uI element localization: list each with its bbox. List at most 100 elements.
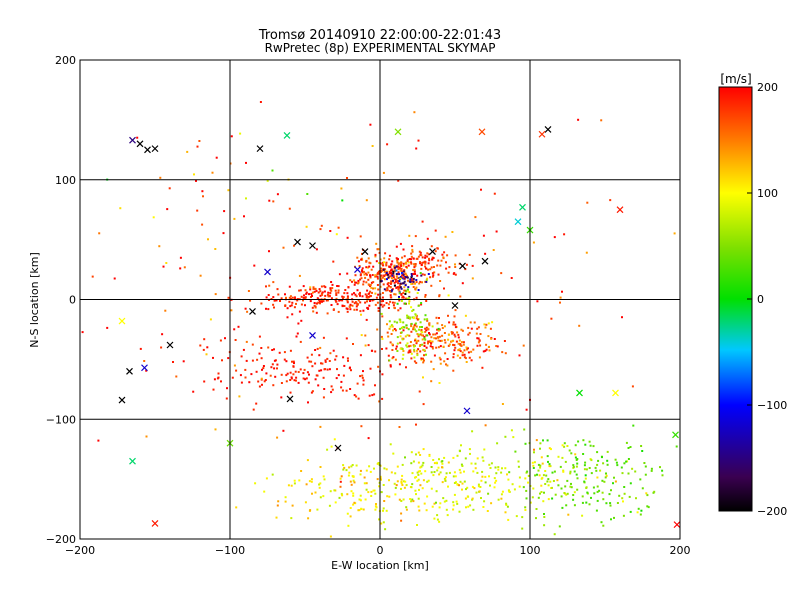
data-point: [564, 460, 567, 463]
data-point: [457, 349, 460, 352]
data-point: [453, 344, 456, 347]
data-point: [337, 374, 340, 377]
data-point: [435, 346, 438, 349]
data-point: [348, 466, 351, 469]
data-point: [201, 190, 204, 193]
data-point: [295, 376, 298, 379]
data-point: [483, 500, 486, 503]
data-point: [533, 451, 535, 454]
data-point: [303, 368, 306, 371]
data-point: [559, 301, 561, 304]
data-point: [410, 325, 413, 328]
data-point: [335, 233, 338, 236]
data-point: [487, 335, 490, 338]
data-point: [540, 484, 543, 487]
data-point: [372, 287, 374, 290]
data-point: [427, 268, 430, 271]
data-point: [644, 473, 647, 476]
data-point: [385, 263, 388, 266]
data-point: [385, 509, 388, 512]
data-point: [411, 472, 414, 475]
data-point: [312, 310, 315, 313]
data-point: [533, 461, 536, 464]
data-point: [398, 280, 401, 283]
data-point: [353, 481, 356, 484]
data-point: [541, 462, 544, 465]
data-point: [436, 518, 439, 521]
data-point: [367, 437, 370, 440]
data-point: [338, 299, 341, 302]
data-point: [322, 475, 325, 478]
data-point: [382, 268, 385, 271]
data-point: [343, 305, 346, 307]
data-point: [342, 468, 345, 471]
data-point: [490, 462, 493, 465]
data-point: [383, 467, 386, 470]
data-point: [558, 525, 561, 528]
data-point: [438, 356, 441, 359]
data-point: [365, 482, 368, 485]
data-point: [410, 500, 413, 503]
data-point: [563, 442, 566, 445]
data-point: [462, 343, 465, 346]
data-point: [406, 342, 409, 345]
data-point: [609, 502, 612, 505]
data-point: [487, 492, 490, 495]
data-point: [419, 326, 421, 328]
data-point: [382, 509, 384, 512]
data-point: [454, 323, 457, 326]
data-point: [293, 306, 296, 309]
data-point: [417, 289, 420, 291]
data-marker: [394, 128, 402, 136]
data-point: [361, 267, 364, 270]
data-point: [398, 285, 401, 287]
data-point: [500, 493, 503, 496]
data-point: [344, 289, 347, 291]
x-axis: −200 −100 0 100 200: [65, 544, 691, 557]
data-point: [374, 253, 377, 256]
data-point: [477, 483, 480, 486]
data-point: [415, 257, 418, 260]
data-point: [377, 248, 380, 251]
data-point: [397, 179, 400, 182]
data-point: [447, 344, 450, 347]
data-point: [463, 349, 466, 352]
data-point: [313, 304, 316, 307]
data-point: [386, 323, 388, 326]
data-point: [400, 293, 403, 296]
data-point: [288, 296, 291, 299]
data-point: [434, 250, 437, 253]
data-point: [398, 363, 401, 366]
data-point: [249, 299, 251, 302]
data-point: [395, 347, 398, 350]
x-tick-label: −200: [65, 544, 95, 557]
data-point: [424, 338, 427, 341]
data-point: [400, 487, 402, 490]
data-point: [505, 502, 508, 505]
data-point: [399, 335, 402, 338]
data-point: [374, 303, 377, 306]
data-point: [517, 460, 520, 463]
data-point: [605, 502, 608, 505]
data-point: [627, 458, 630, 460]
data-point: [452, 353, 455, 356]
data-point: [335, 292, 338, 295]
data-point: [414, 322, 417, 325]
data-point: [285, 374, 288, 377]
data-point: [440, 339, 443, 342]
data-point: [425, 300, 428, 302]
data-point: [471, 277, 474, 280]
data-point: [405, 261, 408, 264]
data-point: [410, 451, 413, 454]
data-point: [481, 456, 484, 459]
data-point: [561, 506, 564, 509]
data-point: [270, 366, 273, 369]
data-point: [494, 466, 497, 469]
data-point: [202, 348, 205, 351]
data-point: [469, 321, 472, 324]
data-point: [452, 504, 455, 507]
data-point: [381, 261, 384, 264]
data-point: [199, 274, 202, 277]
data-point: [396, 261, 399, 264]
